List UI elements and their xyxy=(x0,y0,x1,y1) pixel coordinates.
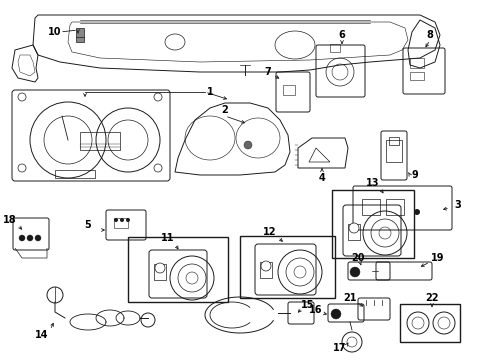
Bar xyxy=(329,44,339,52)
Circle shape xyxy=(35,235,41,241)
Bar xyxy=(347,224,359,240)
Text: 8: 8 xyxy=(426,30,432,40)
Text: 4: 4 xyxy=(318,173,325,183)
Circle shape xyxy=(120,218,124,222)
Bar xyxy=(240,236,334,298)
Bar xyxy=(385,199,403,215)
Text: 5: 5 xyxy=(84,220,91,230)
Circle shape xyxy=(27,235,33,241)
Circle shape xyxy=(114,218,118,222)
Text: 9: 9 xyxy=(411,170,418,180)
Text: 12: 12 xyxy=(263,227,276,237)
Circle shape xyxy=(413,209,419,215)
Circle shape xyxy=(155,263,164,273)
Text: 20: 20 xyxy=(350,253,364,263)
Circle shape xyxy=(330,309,340,319)
Bar xyxy=(399,304,459,342)
Text: 21: 21 xyxy=(343,293,356,303)
Text: 15: 15 xyxy=(301,300,314,310)
Text: 11: 11 xyxy=(161,233,174,243)
Text: 2: 2 xyxy=(221,105,228,115)
Text: 6: 6 xyxy=(338,30,345,40)
Text: 19: 19 xyxy=(430,253,444,263)
Text: 22: 22 xyxy=(425,293,438,303)
Bar xyxy=(388,137,398,145)
Bar xyxy=(114,218,128,228)
Bar xyxy=(128,237,227,302)
Bar xyxy=(331,190,413,258)
Text: 1: 1 xyxy=(206,87,213,97)
Circle shape xyxy=(349,267,359,277)
Bar xyxy=(409,72,423,80)
Text: 16: 16 xyxy=(308,305,322,315)
Bar xyxy=(409,58,423,68)
Bar xyxy=(76,28,84,42)
Circle shape xyxy=(261,261,270,271)
Text: 3: 3 xyxy=(454,200,461,210)
Bar xyxy=(385,140,401,162)
Text: 14: 14 xyxy=(35,330,49,340)
Circle shape xyxy=(19,235,25,241)
Text: 18: 18 xyxy=(3,215,17,225)
Bar xyxy=(260,262,271,278)
Bar xyxy=(283,85,294,95)
Text: 13: 13 xyxy=(366,178,379,188)
Circle shape xyxy=(244,141,251,149)
Bar xyxy=(361,199,379,215)
Circle shape xyxy=(348,223,358,233)
Circle shape xyxy=(126,218,130,222)
Text: 17: 17 xyxy=(332,343,346,353)
Bar xyxy=(55,170,95,178)
Bar xyxy=(154,264,165,280)
Text: 7: 7 xyxy=(264,67,271,77)
Text: 10: 10 xyxy=(48,27,61,37)
Bar xyxy=(80,132,120,150)
